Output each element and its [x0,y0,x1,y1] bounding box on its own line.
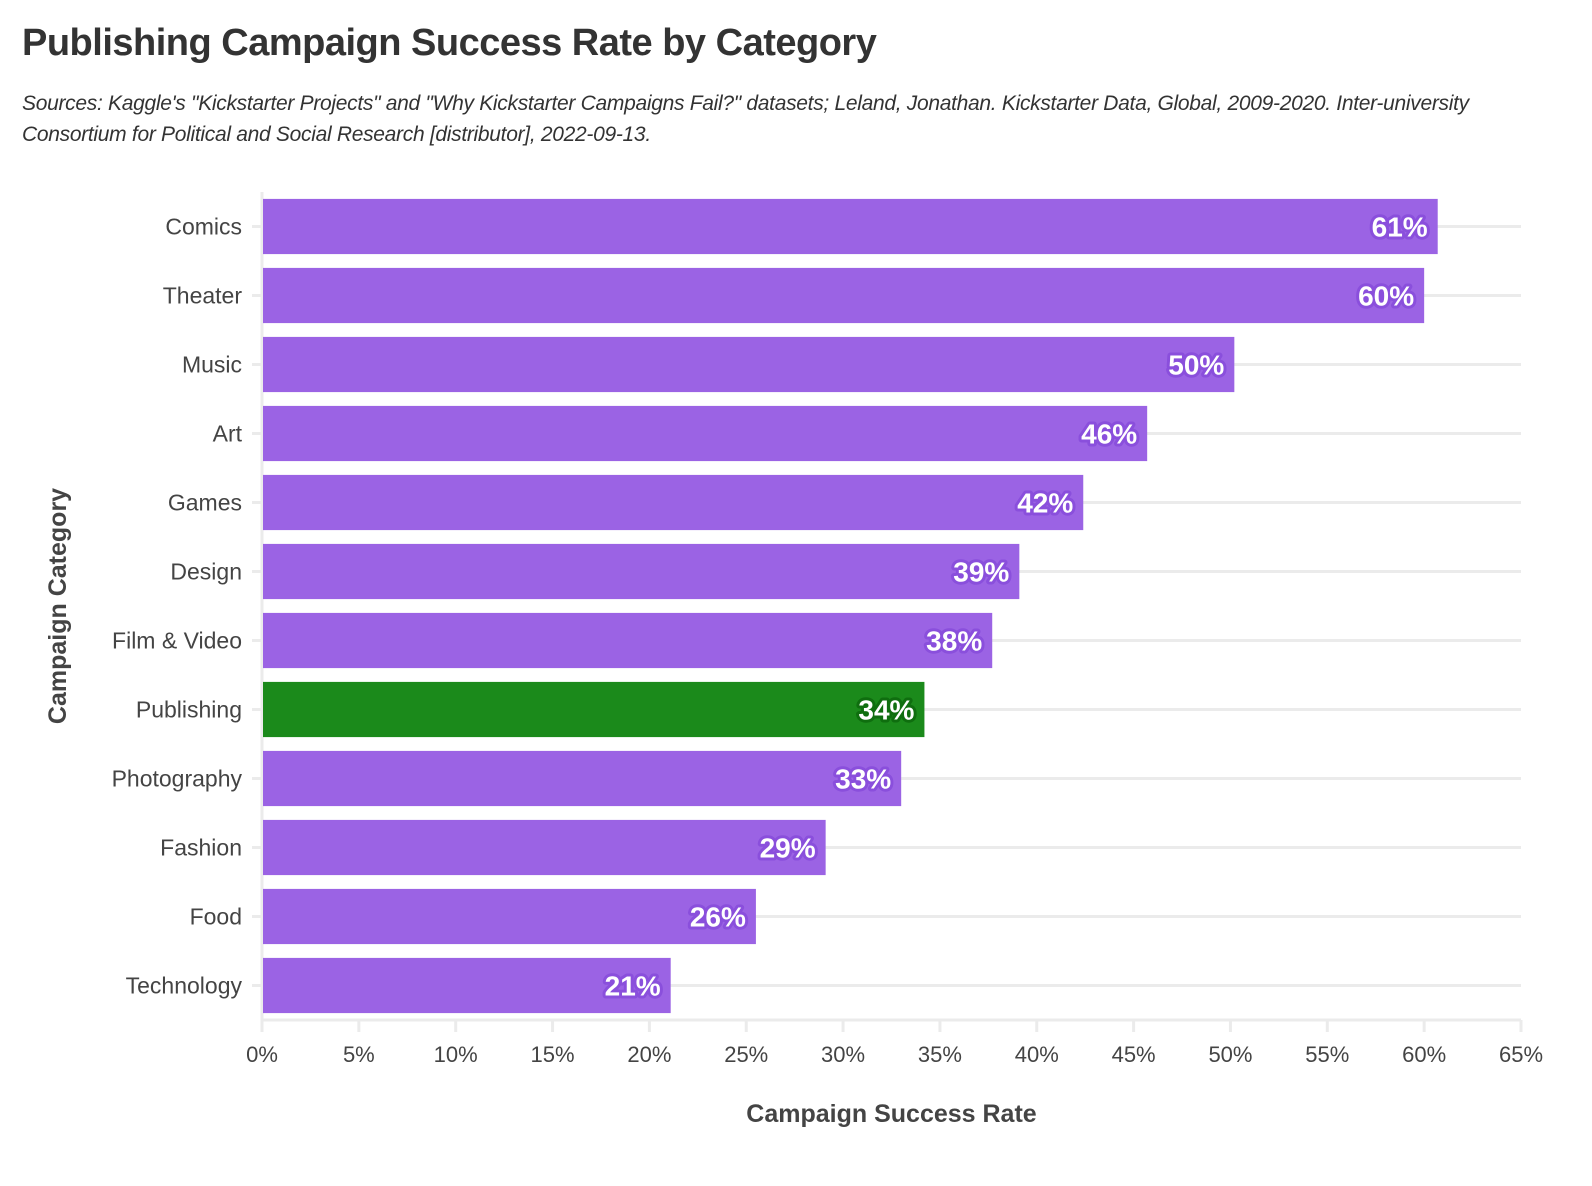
bar-value-label: 38% [926,626,982,657]
x-tick-label: 60% [1402,1042,1446,1067]
x-axis: 0% 5% 10% 15% 20% 25% 30% 35% 40% 45% 50% 55% 60% 65% [246,1018,1543,1067]
bar-value-label: 42% [1017,488,1073,519]
x-tick-label: 5% [343,1042,375,1067]
category-label: Publishing [136,697,242,723]
x-tick-label: 45% [1112,1042,1156,1067]
bar-value-label: 26% [690,902,746,933]
bar-value-label: 61% [1372,212,1428,243]
category-label: Games [168,490,242,516]
bar-design [263,543,1020,600]
category-label: Photography [112,766,243,792]
bar-value-label: 60% [1358,281,1414,312]
x-tick-label: 30% [821,1042,865,1067]
bar-theater [263,267,1425,324]
bar-value-label: 50% [1168,350,1224,381]
category-label: Film & Video [112,628,242,654]
x-tick-label: 35% [918,1042,962,1067]
bar-value-label: 39% [953,557,1009,588]
x-tick-label: 10% [434,1042,478,1067]
bar-value-label: 33% [835,764,891,795]
category-label: Music [182,352,242,378]
x-tick-label: 40% [1015,1042,1059,1067]
bar-music [263,336,1235,393]
x-tick-label: 55% [1305,1042,1349,1067]
bar-value-label: 29% [760,833,816,864]
category-labels: Comics Theater Music Art Games Design Film & V… [112,214,243,999]
chart-subtitle: Sources: Kaggle's "Kickstarter Projects"… [22,92,1469,146]
x-tick-label: 50% [1208,1042,1252,1067]
bar-games [263,474,1084,531]
category-label: Technology [126,973,243,999]
y-axis-title: Campaign Category [44,488,72,724]
category-label: Theater [163,283,243,309]
category-label: Design [170,559,242,585]
bar-art [263,405,1148,462]
category-label: Comics [165,214,242,240]
bar-fashion [263,819,826,876]
category-label: Art [213,421,243,447]
bars: 61% 60% 50% 46% 42% 39% 38% 34% 33% 29% 26% 21% [263,198,1438,1014]
x-tick-label: 25% [724,1042,768,1067]
bar-film-video [263,612,993,669]
bar-value-label: 34% [858,695,914,726]
x-tick-label: 65% [1499,1042,1543,1067]
bar-publishing [263,681,925,738]
x-tick-label: 20% [627,1042,671,1067]
bar-food [263,888,756,945]
bar-value-label: 21% [605,971,661,1002]
category-label: Fashion [160,835,242,861]
x-tick-label: 15% [531,1042,575,1067]
bar-photography [263,750,902,807]
category-label: Food [190,904,242,930]
x-tick-label: 0% [246,1042,278,1067]
bar-comics [263,198,1438,255]
x-axis-title: Campaign Success Rate [746,1100,1036,1128]
chart-title: Publishing Campaign Success Rate by Cate… [22,22,877,64]
bar-technology [263,957,671,1014]
bar-value-label: 46% [1081,419,1137,450]
